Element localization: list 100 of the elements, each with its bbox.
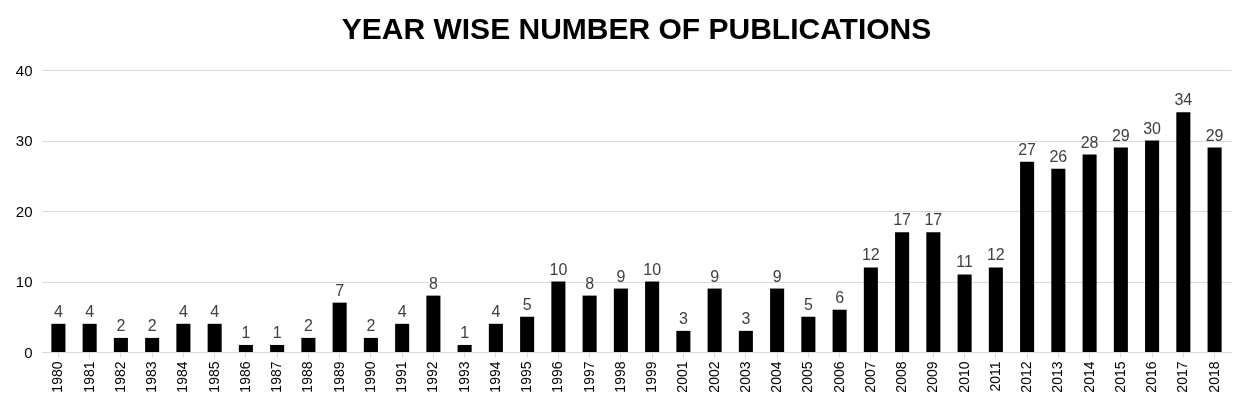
x-tick-label: 2003 [736, 361, 753, 393]
data-label: 2 [116, 316, 126, 334]
data-label: 29 [1205, 126, 1224, 144]
x-tick-label: 2010 [955, 361, 972, 393]
bar [676, 330, 691, 352]
bar [988, 267, 1003, 352]
x-tick-label: 1985 [205, 361, 222, 393]
bar [738, 330, 753, 352]
data-label: 28 [1080, 133, 1099, 151]
x-tick-label: 2004 [768, 361, 785, 393]
bar [926, 232, 941, 352]
bar [82, 323, 97, 352]
x-tick-label: 2013 [1049, 361, 1066, 393]
x-tick-label: 1996 [549, 361, 566, 393]
x-tick-label: 2006 [830, 361, 847, 393]
data-label: 10 [549, 260, 568, 278]
bar [613, 288, 628, 352]
bar [582, 295, 597, 352]
bar [51, 323, 66, 352]
x-tick-label: 1983 [143, 361, 160, 393]
bar [832, 309, 847, 352]
x-tick-label: 2017 [1174, 361, 1191, 393]
chart-title: YEAR WISE NUMBER OF PUBLICATIONS [341, 12, 932, 45]
data-label: 12 [986, 246, 1005, 264]
bar [707, 288, 722, 352]
x-tick-label: 2005 [799, 361, 816, 393]
bar [457, 344, 472, 352]
data-label: 30 [1143, 119, 1162, 137]
bar [270, 344, 285, 352]
data-label: 6 [835, 288, 845, 306]
bar [113, 337, 128, 352]
y-tick-label: 40 [15, 61, 33, 79]
bar [395, 323, 410, 352]
data-label: 7 [335, 281, 345, 299]
x-tick-label: 1988 [299, 361, 316, 393]
x-tick-label: 2001 [674, 361, 691, 393]
data-label: 17 [893, 211, 912, 229]
data-label: 5 [522, 295, 532, 313]
data-label: 34 [1174, 91, 1193, 109]
bar [551, 281, 566, 352]
data-label: 3 [741, 309, 751, 327]
bar [238, 344, 253, 352]
data-label: 1 [272, 323, 282, 341]
x-tick-label: 1989 [330, 361, 347, 393]
bar [770, 288, 785, 352]
x-tick-label: 1992 [424, 361, 441, 393]
bar [801, 316, 816, 352]
bar [176, 323, 191, 352]
x-tick-label: 2008 [893, 361, 910, 393]
bar [895, 232, 910, 352]
x-tick-label: 1982 [111, 361, 128, 393]
y-tick-label: 10 [15, 273, 33, 290]
y-tick-label: 30 [15, 132, 33, 149]
data-label: 27 [1018, 140, 1037, 158]
data-label: 17 [924, 211, 943, 229]
data-label: 3 [678, 309, 688, 327]
x-tick-label: 1998 [611, 361, 628, 393]
data-label: 10 [643, 260, 662, 278]
data-label: 1 [460, 323, 470, 341]
data-label: 9 [772, 267, 782, 285]
x-tick-label: 2009 [924, 361, 941, 393]
x-tick-label: 2016 [1143, 361, 1160, 393]
x-tick-label: 1990 [361, 361, 378, 393]
bar [645, 281, 660, 352]
x-tick-label: 2015 [1111, 361, 1128, 393]
bar [1020, 161, 1035, 352]
bar [426, 295, 441, 352]
x-tick-label: 1991 [393, 361, 410, 393]
bar [520, 316, 535, 352]
y-tick-label: 20 [15, 202, 33, 220]
x-tick-label: 1987 [268, 361, 285, 393]
bar [1082, 154, 1097, 352]
data-label: 8 [585, 274, 595, 292]
bar [863, 267, 878, 352]
bar [1113, 147, 1128, 352]
x-tick-label: 1981 [80, 361, 97, 393]
x-tick-label: 2011 [986, 361, 1003, 392]
bar [145, 337, 160, 352]
data-label: 26 [1049, 147, 1068, 165]
bar [1207, 147, 1222, 352]
x-tick-label: 1995 [518, 361, 535, 393]
data-label: 12 [861, 246, 880, 264]
x-tick-label: 2014 [1080, 361, 1097, 393]
data-label: 8 [428, 274, 438, 292]
x-tick-label: 1980 [49, 361, 66, 393]
data-label: 4 [85, 302, 95, 320]
data-label: 29 [1111, 126, 1130, 144]
data-label: 1 [241, 323, 251, 341]
data-label: 4 [397, 302, 407, 320]
bar [301, 337, 316, 352]
x-tick-label: 2018 [1205, 361, 1222, 393]
data-label: 4 [491, 302, 501, 320]
bar [957, 274, 972, 352]
x-tick-label: 1999 [643, 361, 660, 393]
x-tick-label: 1997 [580, 361, 597, 393]
x-tick-label: 1993 [455, 361, 472, 393]
x-tick-label: 2012 [1018, 361, 1035, 393]
bar [332, 302, 347, 352]
data-label: 2 [366, 316, 376, 334]
x-tick-label: 1994 [486, 361, 503, 393]
